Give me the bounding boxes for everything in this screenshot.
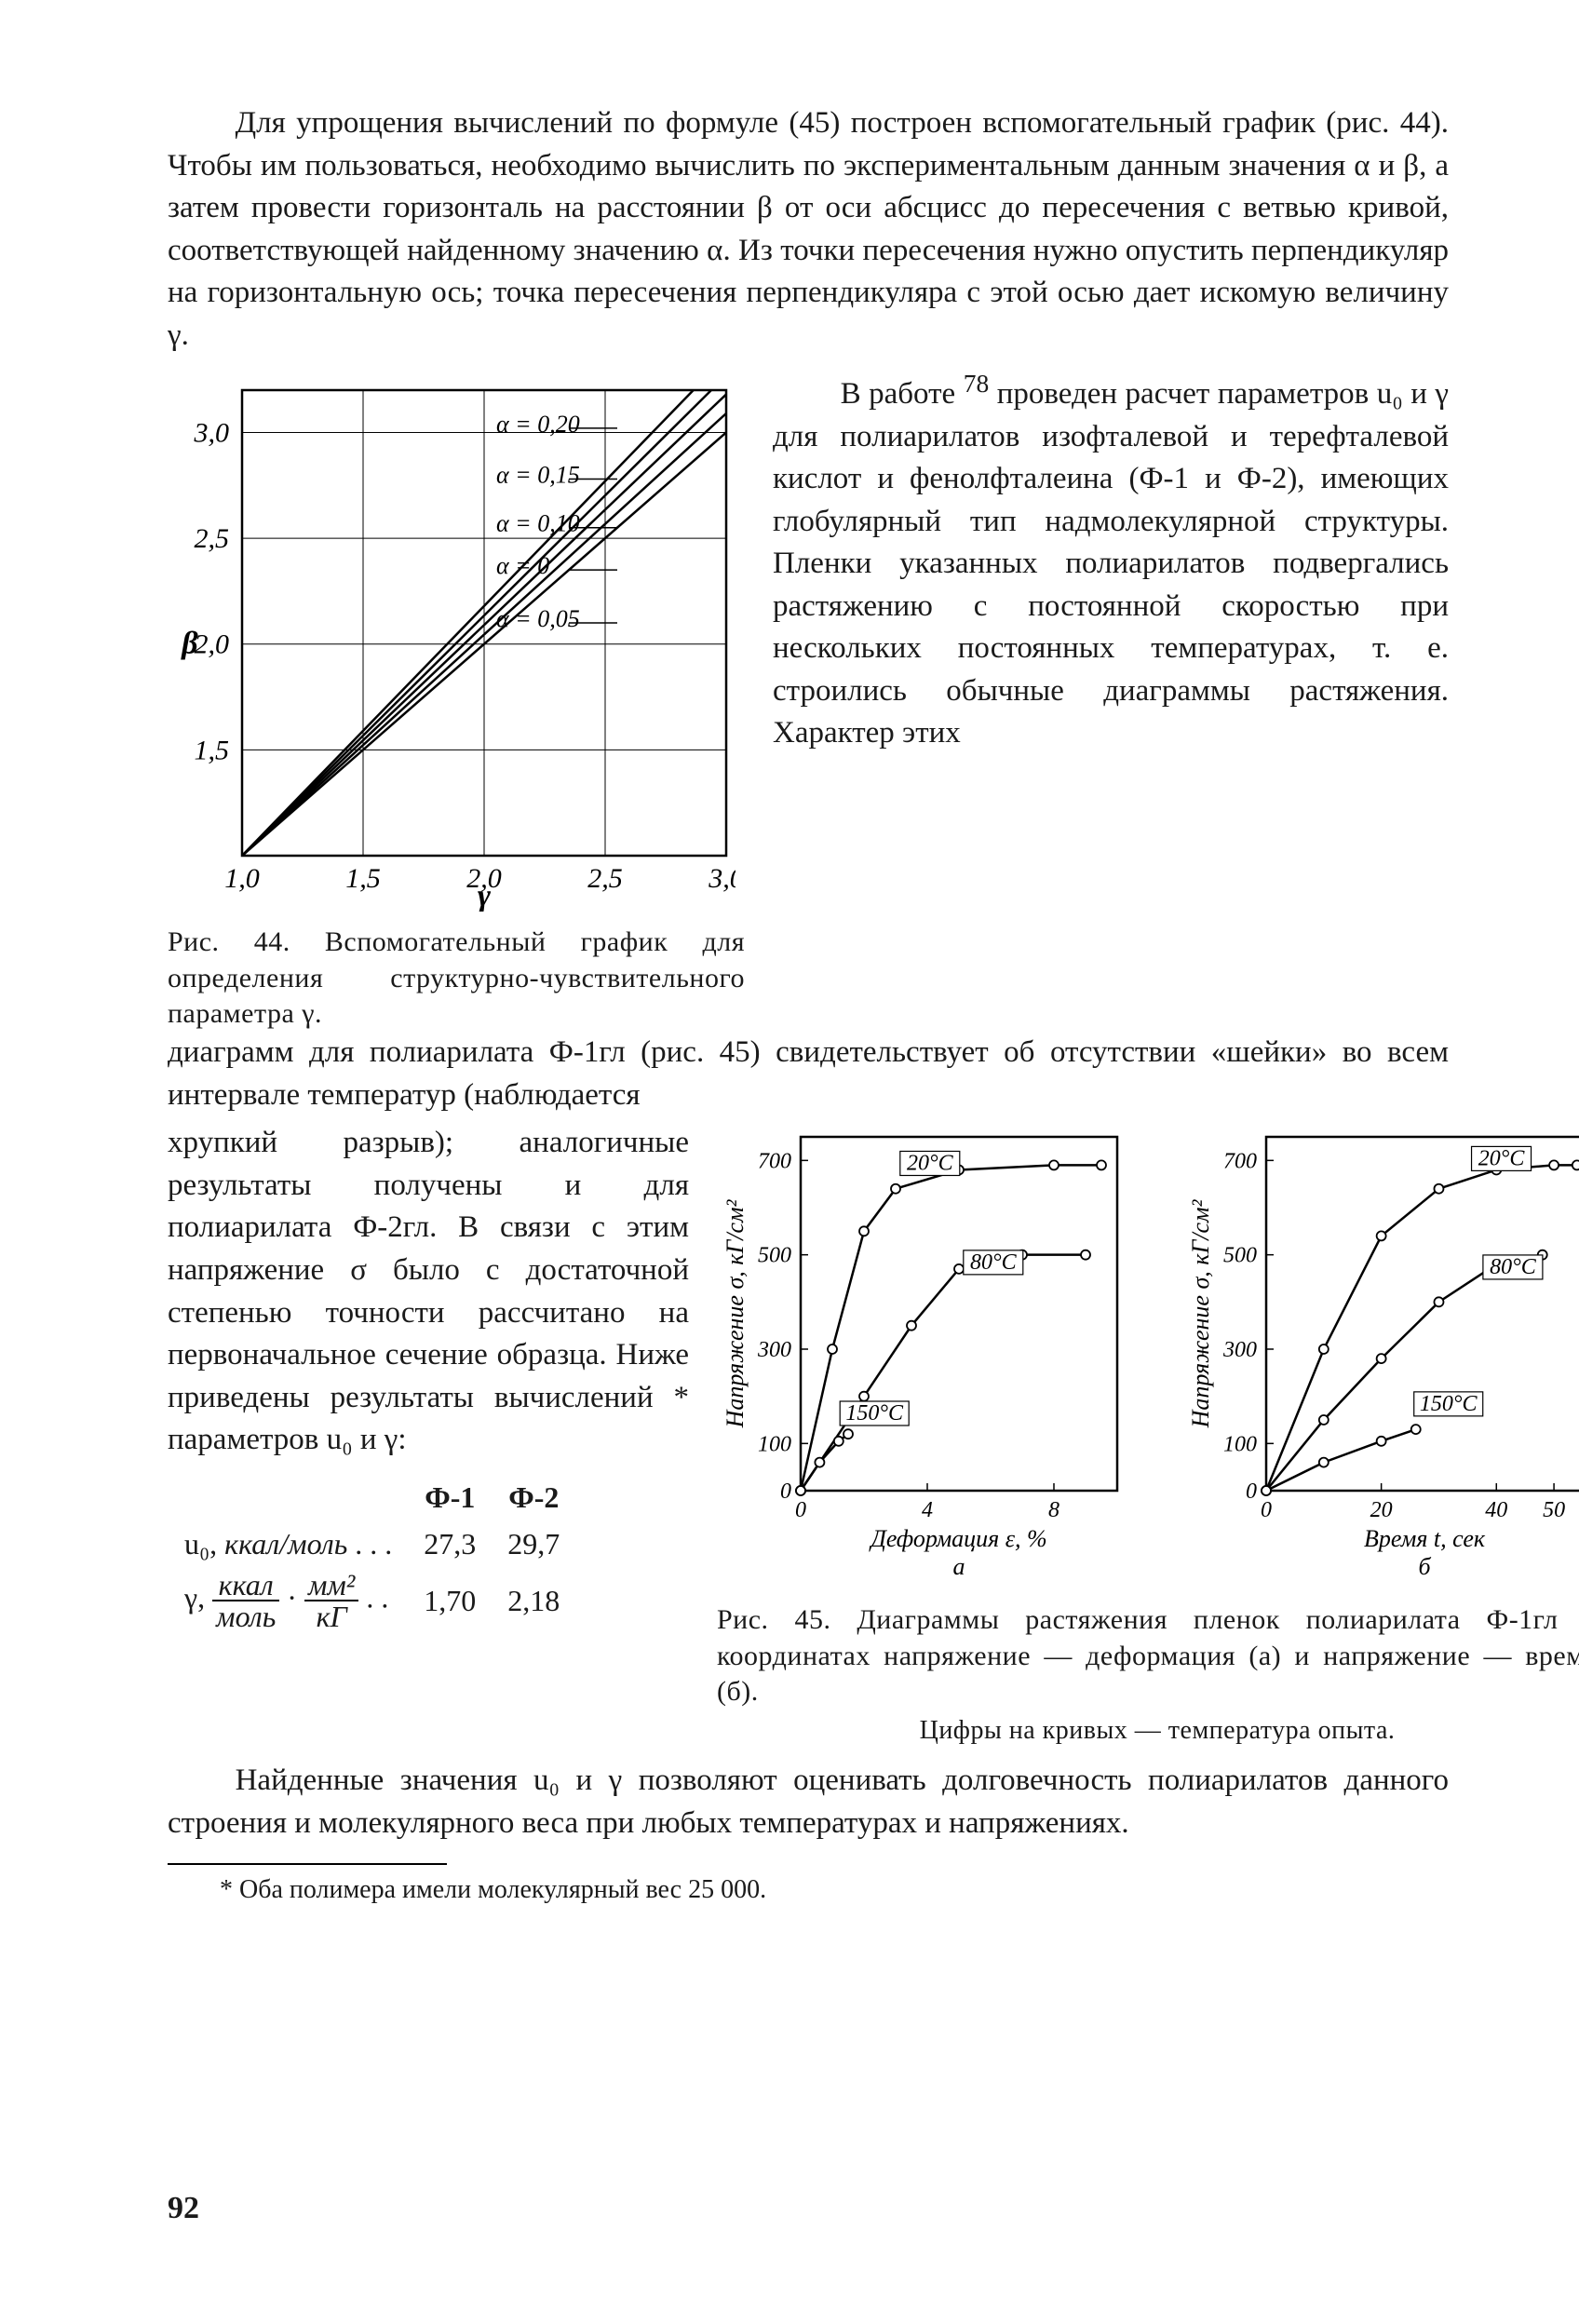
svg-text:500: 500 [1223, 1244, 1257, 1268]
svg-text:20: 20 [1370, 1498, 1393, 1522]
page-number: 92 [168, 2187, 199, 2231]
svg-text:α = 0,05: α = 0,05 [496, 605, 580, 632]
svg-text:Деформация ε, %: Деформация ε, % [868, 1525, 1046, 1552]
svg-text:700: 700 [758, 1150, 791, 1174]
fig45: 010030050070004820°C80°C150°CДеформация … [717, 1122, 1579, 1593]
svg-text:α = 0: α = 0 [496, 552, 549, 579]
svg-text:Время t, сек: Время t, сек [1364, 1525, 1486, 1552]
svg-text:20°C: 20°C [907, 1152, 954, 1176]
svg-text:100: 100 [1223, 1433, 1257, 1457]
svg-text:а: а [953, 1553, 965, 1580]
svg-text:700: 700 [1223, 1150, 1257, 1174]
svg-text:4: 4 [922, 1498, 933, 1522]
svg-text:2,5: 2,5 [587, 863, 623, 894]
fig45-caption: Рис. 45. Диаграммы растяжения пленок пол… [717, 1602, 1579, 1709]
svg-text:1,5: 1,5 [345, 863, 381, 894]
svg-text:0: 0 [1246, 1480, 1257, 1504]
svg-text:40: 40 [1485, 1498, 1507, 1522]
svg-text:2,0: 2,0 [195, 629, 230, 660]
svg-text:1,5: 1,5 [195, 736, 230, 766]
svg-text:0: 0 [795, 1498, 806, 1522]
svg-text:300: 300 [1222, 1338, 1257, 1362]
svg-text:8: 8 [1048, 1498, 1059, 1522]
svg-text:150°C: 150°C [1420, 1392, 1478, 1416]
svg-text:20°C: 20°C [1478, 1147, 1526, 1171]
svg-text:б: б [1418, 1553, 1431, 1580]
svg-text:300: 300 [757, 1338, 791, 1362]
svg-text:100: 100 [758, 1433, 791, 1457]
svg-text:150°C: 150°C [845, 1401, 904, 1425]
svg-text:α = 0,20: α = 0,20 [496, 411, 580, 438]
svg-text:80°C: 80°C [1490, 1255, 1537, 1279]
svg-text:2,5: 2,5 [195, 523, 230, 554]
fig45-subcaption: Цифры на кривых — температура опыта. [717, 1714, 1579, 1748]
para-3: хрупкий разрыв); аналогичные результаты … [168, 1122, 689, 1461]
svg-text:γ: γ [478, 879, 492, 912]
fig44-caption: Рис. 44. Вспомогательный график для опре… [168, 925, 745, 1032]
svg-text:1,0: 1,0 [224, 863, 260, 894]
svg-text:3,0: 3,0 [194, 418, 230, 449]
fig44: 1,01,52,02,53,01,52,02,53,0γβα = 0,20α =… [168, 381, 745, 912]
results-table: Ф-1 Ф-2 u₀, ккал/моль . . . 27,3 29,7 γ,… [168, 1473, 576, 1635]
svg-text:3,0: 3,0 [708, 863, 736, 894]
para-2: В работе 78 проведен расчет параметров u… [773, 366, 1449, 755]
svg-text:Напряжение σ, кГ/см²: Напряжение σ, кГ/см² [1187, 1199, 1214, 1429]
footnote: * Оба полимера имели молекулярный вес 25… [168, 1872, 1449, 1909]
svg-text:β: β [180, 627, 198, 661]
svg-text:0: 0 [780, 1480, 791, 1504]
svg-text:500: 500 [758, 1244, 791, 1268]
footnote-rule [168, 1863, 447, 1865]
svg-text:α = 0,10: α = 0,10 [496, 510, 580, 537]
svg-text:50: 50 [1543, 1498, 1565, 1522]
svg-text:0: 0 [1261, 1498, 1272, 1522]
para-4: Найденные значения u₀ и γ позволяют оцен… [168, 1760, 1449, 1844]
svg-text:80°C: 80°C [970, 1250, 1018, 1275]
svg-text:α = 0,15: α = 0,15 [496, 462, 580, 489]
svg-text:Напряжение σ, кГ/см²: Напряжение σ, кГ/см² [722, 1199, 749, 1429]
para-2-cont: диаграмм для полиарилата Ф-1гл (рис. 45)… [168, 1032, 1449, 1116]
intro-paragraph: Для упрощения вычислений по формуле (45)… [168, 102, 1449, 357]
